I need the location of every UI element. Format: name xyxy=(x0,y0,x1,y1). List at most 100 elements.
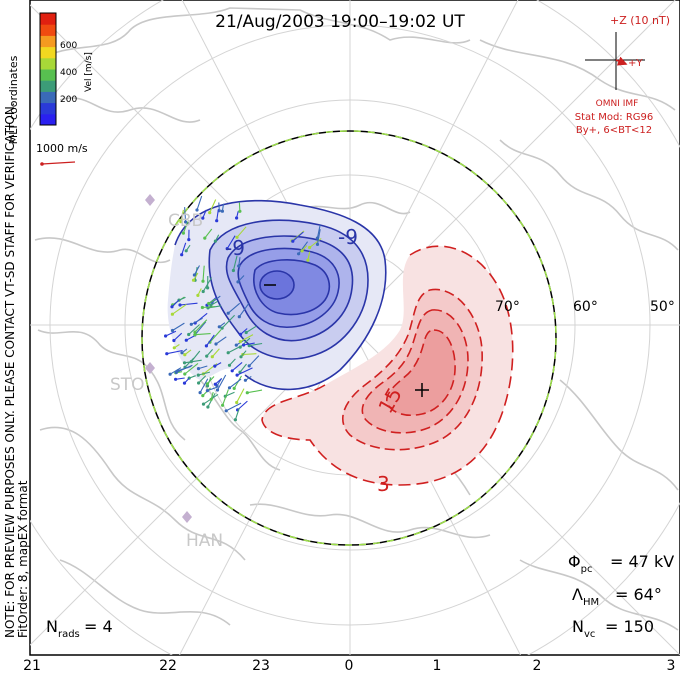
nrads-symbol: Nrads xyxy=(46,617,80,640)
velocity-vector xyxy=(242,353,257,356)
positive-cell xyxy=(261,245,514,486)
vector-origin xyxy=(201,216,205,220)
colorbar-segment xyxy=(40,46,56,59)
velocity-colorbar: 600 400 200 Vel [m/s] xyxy=(39,12,94,126)
vector-origin xyxy=(244,330,248,335)
map-title: 21/Aug/2003 19:00–19:02 UT xyxy=(215,12,465,32)
vector-origin xyxy=(215,388,220,392)
imf-source: OMNI IMF xyxy=(596,99,639,109)
vector-origin xyxy=(214,342,218,346)
vector-origin xyxy=(204,344,208,348)
vector-origin xyxy=(189,360,193,364)
velocity-vector xyxy=(239,337,251,348)
velocity-vector xyxy=(225,402,242,412)
imf-vector xyxy=(615,56,628,66)
vector-origin xyxy=(183,353,187,357)
velocity-vector xyxy=(243,342,255,346)
velocity-vector xyxy=(196,195,203,211)
vector-origin xyxy=(201,279,205,283)
velocity-vector xyxy=(211,348,220,358)
vector-origin xyxy=(235,216,239,220)
velocity-vector xyxy=(198,375,207,384)
preview-note: NOTE: FOR PREVIEW PURPOSES ONLY. PLEASE … xyxy=(3,102,17,638)
vector-origin xyxy=(205,354,209,358)
vector-origin xyxy=(230,369,234,373)
velocity-vector xyxy=(176,364,193,373)
vector-origin xyxy=(172,338,176,343)
vector-origin xyxy=(206,286,210,290)
vector-origin xyxy=(232,386,236,390)
vector-origin xyxy=(180,253,184,257)
vector-origin xyxy=(184,249,188,253)
vector-origin xyxy=(227,386,232,390)
fit-order-note: FitOrder: 8, mapEX format xyxy=(16,480,30,638)
vector-origin xyxy=(184,338,188,342)
colorbar-segment xyxy=(40,102,56,115)
vector-origin xyxy=(227,363,232,367)
mlt-axis: 21 22 23 0 1 2 3 xyxy=(23,658,675,674)
velocity-vector xyxy=(249,342,263,347)
vector-origin xyxy=(184,220,188,224)
velocity-vector xyxy=(165,330,177,337)
velocity-vector xyxy=(245,325,257,333)
scale-vector-label: 1000 m/s xyxy=(36,142,88,155)
vector-origin xyxy=(172,346,176,350)
phi-pc-symbol: Φpc xyxy=(568,552,592,575)
colorbar-segment xyxy=(40,80,56,92)
negative-cell xyxy=(167,199,387,391)
velocity-vector xyxy=(234,408,240,420)
velocity-vector xyxy=(171,299,180,308)
velocity-vector xyxy=(202,265,205,282)
station-marker-han xyxy=(182,511,192,523)
mlt-label-23: 23 xyxy=(252,658,270,674)
vector-origin xyxy=(238,332,243,336)
vector-origin xyxy=(193,333,197,337)
vector-origin xyxy=(300,249,304,253)
vector-origin xyxy=(164,334,168,338)
vector-origin xyxy=(197,381,201,385)
station-label-han: HAN xyxy=(186,531,223,551)
vector-origin xyxy=(178,303,182,307)
vector-origin xyxy=(245,391,249,395)
vector-origin xyxy=(193,330,197,334)
vector-origin xyxy=(207,301,211,306)
vector-origin xyxy=(205,389,209,393)
vector-origin xyxy=(297,252,301,256)
velocity-vector xyxy=(209,199,217,213)
velocity-vector xyxy=(247,389,263,394)
lambda-hm-symbol: ΛHM xyxy=(572,585,599,608)
vector-origin xyxy=(201,402,206,406)
vector-origin xyxy=(208,211,212,215)
velocity-vector xyxy=(191,317,203,325)
vector-origin xyxy=(239,355,243,359)
vector-origin xyxy=(234,343,238,347)
velocity-vector xyxy=(166,349,183,355)
vector-origin xyxy=(237,315,241,319)
velocity-vector xyxy=(194,333,211,336)
vector-origin xyxy=(235,373,239,377)
velocity-vector xyxy=(204,228,213,239)
imf-y-label: +Y xyxy=(628,58,643,69)
vector-origin xyxy=(213,382,217,386)
velocity-vector xyxy=(240,334,254,343)
contour-label-negative: -9 xyxy=(338,225,358,249)
velocity-vector xyxy=(215,336,227,345)
velocity-vector xyxy=(236,388,245,403)
mlt-label-1: 1 xyxy=(433,658,442,674)
velocity-vector xyxy=(231,361,243,372)
vector-origin xyxy=(179,220,183,224)
vector-origin xyxy=(235,235,239,239)
vector-origin xyxy=(224,409,228,413)
velocity-vector xyxy=(298,241,309,255)
velocity-vector xyxy=(209,329,222,343)
velocity-vector xyxy=(238,303,250,318)
station-marker-sto xyxy=(145,362,155,374)
colorbar-frame xyxy=(39,12,57,126)
vector-origin xyxy=(226,311,230,315)
colorbar-tick-200: 200 xyxy=(60,95,77,105)
velocity-vector xyxy=(186,335,196,341)
lambda-hm-value: = 64° xyxy=(615,585,662,604)
velocity-vector xyxy=(225,391,235,397)
nvc-symbol: Nvc xyxy=(572,617,595,640)
